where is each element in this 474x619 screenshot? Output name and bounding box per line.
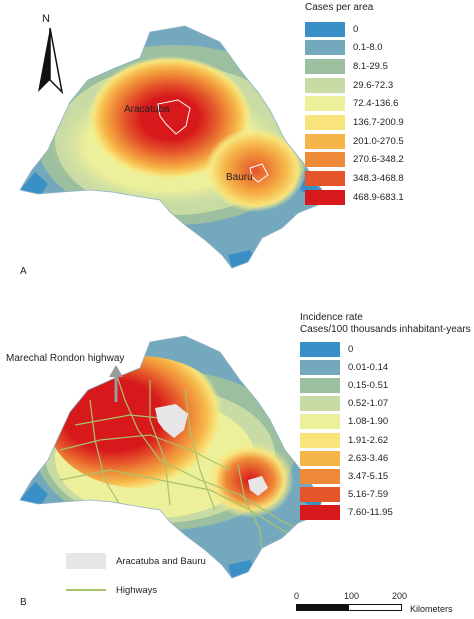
legend-b-row: 0.01-0.14 [300, 358, 388, 376]
legend-b-swatch [300, 396, 340, 412]
highway-label: Marechal Rondon highway [6, 353, 125, 364]
map-b [19, 335, 323, 579]
legend-highways: Highways [66, 580, 296, 600]
up-arrow-icon [109, 365, 123, 402]
legend-a-row: 8.1-29.5 [305, 57, 388, 75]
scale-segment-2 [348, 604, 402, 611]
highways-swatch [66, 589, 106, 591]
legend-b-title-2: Cases/100 thousands inhabitant-years [300, 324, 471, 335]
legend-a-title: Cases per area [305, 2, 374, 13]
legend-b-swatch [300, 414, 340, 430]
legend-a-swatch [305, 171, 345, 187]
legend-b-swatch [300, 377, 340, 393]
legend-b: Incidence rate Cases/100 thousands inhab… [300, 312, 474, 522]
scale-bar: 0 100 200 Kilometers [294, 591, 474, 617]
aracatuba-outline-a [157, 99, 191, 135]
legend-b-label: 5.16-7.59 [348, 489, 389, 501]
map-a [19, 25, 323, 269]
bauru-outline-a [249, 163, 269, 183]
legend-a-row: 201.0-270.5 [305, 132, 404, 150]
legend-a-label: 29.6-72.3 [353, 79, 394, 91]
legend-a-label: 270.6-348.2 [353, 154, 404, 166]
legend-a-swatch [305, 58, 345, 74]
city-label-aracatuba: Aracatuba [124, 104, 170, 115]
legend-b-swatch [300, 505, 340, 521]
legend-a-swatch [305, 77, 345, 93]
panel-b-letter: B [20, 597, 27, 608]
legend-a-row: 0.1-8.0 [305, 39, 383, 57]
legend-a-row: 72.4-136.6 [305, 95, 398, 113]
legend-b-label: 0.52-1.07 [348, 398, 389, 410]
legend-b-swatch [300, 359, 340, 375]
legend-b-row: 3.47-5.15 [300, 467, 388, 485]
scale-tick-100: 100 [344, 591, 360, 601]
legend-a-swatch [305, 40, 345, 56]
scale-tick-0: 0 [294, 591, 300, 601]
legend-b-label: 0 [348, 343, 354, 355]
legend-a: Cases per area 0 0.1-8.0 8.1-29.5 29.6-72.3… [305, 2, 474, 212]
legend-a-row: 0 [305, 20, 358, 38]
legend-a-label: 468.9-683.1 [353, 191, 404, 203]
aracatuba-area-b [155, 404, 188, 438]
legend-b-title-1: Incidence rate [300, 312, 363, 323]
legend-b-row: 1.91-2.62 [300, 431, 388, 449]
scale-unit: Kilometers [410, 604, 453, 614]
city-label-bauru: Bauru [226, 172, 253, 183]
highways-legend-label: Highways [116, 584, 158, 596]
legend-b-swatch [300, 468, 340, 484]
legend-a-label: 0 [353, 23, 359, 35]
legend-a-swatch [305, 21, 345, 37]
legend-a-swatch [305, 133, 345, 149]
legend-b-label: 0.15-0.51 [348, 379, 389, 391]
legend-b-label: 3.47-5.15 [348, 470, 389, 482]
highways [59, 369, 321, 556]
north-label: N [42, 13, 50, 25]
legend-b-swatch [300, 432, 340, 448]
legend-a-row: 29.6-72.3 [305, 76, 393, 94]
legend-a-row: 270.6-348.2 [305, 151, 404, 169]
legend-a-row: 468.9-683.1 [305, 188, 404, 206]
legend-b-label: 1.91-2.62 [348, 434, 389, 446]
legend-b-label: 2.63-3.46 [348, 452, 389, 464]
legend-b-row: 0 [300, 340, 353, 358]
legend-b-label: 1.08-1.90 [348, 416, 389, 428]
cities-swatch [66, 553, 106, 569]
legend-a-label: 348.3-468.8 [353, 173, 404, 185]
scale-segment-1 [296, 604, 350, 611]
legend-a-label: 136.7-200.9 [353, 117, 404, 128]
legend-a-label: 8.1-29.5 [353, 60, 388, 72]
legend-a-swatch [305, 189, 345, 205]
legend-b-swatch [300, 341, 340, 357]
legend-b-swatch [300, 450, 340, 466]
legend-b-label: 7.60-11.95 [348, 507, 393, 519]
scale-tick-200: 200 [392, 591, 408, 601]
legend-a-row: 136.7-200.9 [305, 114, 404, 132]
legend-a-swatch [305, 115, 345, 130]
legend-b-row: 5.16-7.59 [300, 486, 388, 504]
panel-a-letter: A [20, 266, 27, 277]
legend-a-label: 201.0-270.5 [353, 135, 404, 147]
legend-b-row: 0.15-0.51 [300, 376, 388, 394]
legend-a-swatch [305, 96, 345, 112]
legend-b-row: 0.52-1.07 [300, 395, 388, 413]
legend-b-label: 0.01-0.14 [348, 361, 389, 373]
legend-a-label: 72.4-136.6 [353, 98, 399, 110]
legend-b-row: 1.08-1.90 [300, 413, 388, 431]
legend-a-swatch [305, 152, 345, 168]
bauru-area-b [248, 476, 268, 496]
legend-cities: Aracatuba and Bauru [66, 551, 296, 571]
legend-b-row: 7.60-11.95 [300, 504, 393, 522]
legend-b-swatch [300, 487, 340, 503]
legend-a-row: 348.3-468.8 [305, 170, 404, 188]
legend-b-row: 2.63-3.46 [300, 449, 388, 467]
legend-a-label: 0.1-8.0 [353, 42, 383, 54]
north-arrow-icon [38, 27, 64, 95]
cities-legend-label: Aracatuba and Bauru [116, 555, 206, 567]
